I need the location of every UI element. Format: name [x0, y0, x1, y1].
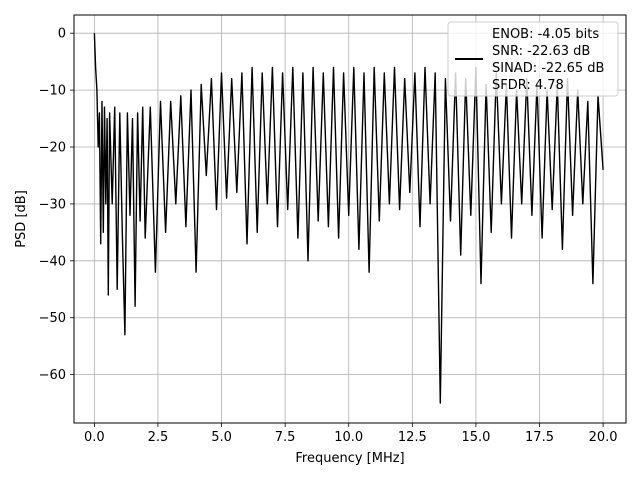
legend-box — [447, 21, 619, 97]
x-tick-label: 12.5 — [398, 430, 427, 445]
legend-entry-snr: SNR: -22.63 dB — [492, 44, 590, 59]
x-tick-label: 20.0 — [589, 430, 618, 445]
y-axis-label: PSD [dB] — [14, 190, 29, 248]
y-tick-label: −10 — [39, 84, 66, 99]
y-tick-label: −60 — [39, 368, 66, 383]
x-tick-label: 2.5 — [148, 430, 169, 445]
x-tick-label: 5.0 — [211, 430, 232, 445]
legend-entry-enob: ENOB: -4.05 bits — [492, 27, 599, 42]
legend-entry-sfdr: SFDR: 4.78 — [492, 78, 564, 93]
legend: ENOB: -4.05 bits SNR: -22.63 dB SINAD: -… — [447, 21, 619, 97]
psd-line — [93, 33, 604, 404]
y-tick-label: −50 — [39, 311, 66, 326]
psd-series — [93, 33, 604, 404]
x-tick-label: 0.0 — [84, 430, 105, 445]
x-tick-label: 10.0 — [334, 430, 363, 445]
legend-entry-sinad: SINAD: -22.65 dB — [492, 61, 604, 76]
y-tick-label: −20 — [39, 141, 66, 156]
x-tick-label: 7.5 — [275, 430, 296, 445]
x-tick-label: 15.0 — [461, 430, 490, 445]
x-tick-label: 17.5 — [525, 430, 554, 445]
ticks: 0.0 2.5 5.0 7.5 10.0 12.5 15.0 17.5 20.0 0 −10 −20 −… — [39, 27, 618, 445]
y-tick-label: −30 — [39, 197, 66, 212]
y-tick-label: −40 — [39, 254, 66, 269]
y-tick-label: 0 — [58, 27, 66, 42]
plot-frame — [73, 14, 627, 424]
grid — [74, 15, 626, 423]
x-axis-label: Frequency [MHz] — [295, 451, 404, 466]
